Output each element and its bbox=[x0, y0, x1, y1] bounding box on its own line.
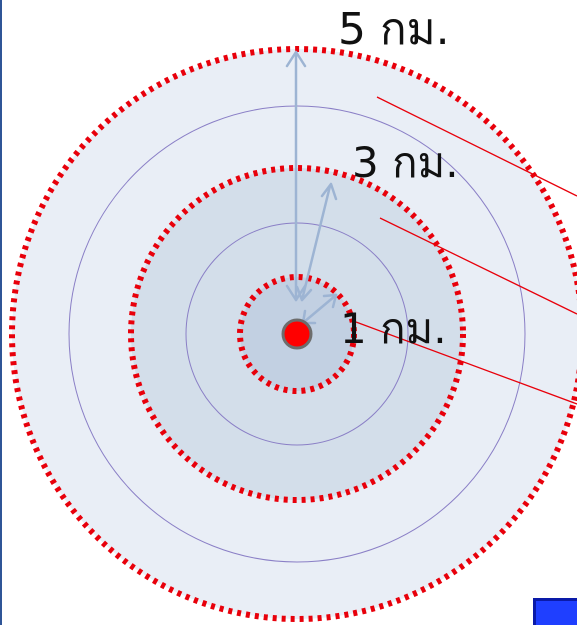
label-1km: 1 กม. bbox=[340, 304, 447, 353]
leader-line-1km bbox=[355, 321, 577, 405]
label-3km: 3 กม. bbox=[352, 138, 459, 187]
center-point bbox=[281, 318, 313, 350]
leader-line-3km bbox=[379, 217, 577, 315]
leader-line-5km bbox=[376, 96, 577, 197]
left-border bbox=[0, 0, 2, 625]
radius-arrow-3km bbox=[295, 182, 338, 302]
boundary-5km bbox=[9, 46, 577, 622]
label-5km: 5 กม. bbox=[338, 4, 450, 55]
radius-arrow-5km bbox=[285, 50, 307, 302]
boundary-1km bbox=[237, 274, 357, 394]
blue-corner-box bbox=[533, 598, 577, 625]
boundary-3km bbox=[128, 165, 466, 503]
